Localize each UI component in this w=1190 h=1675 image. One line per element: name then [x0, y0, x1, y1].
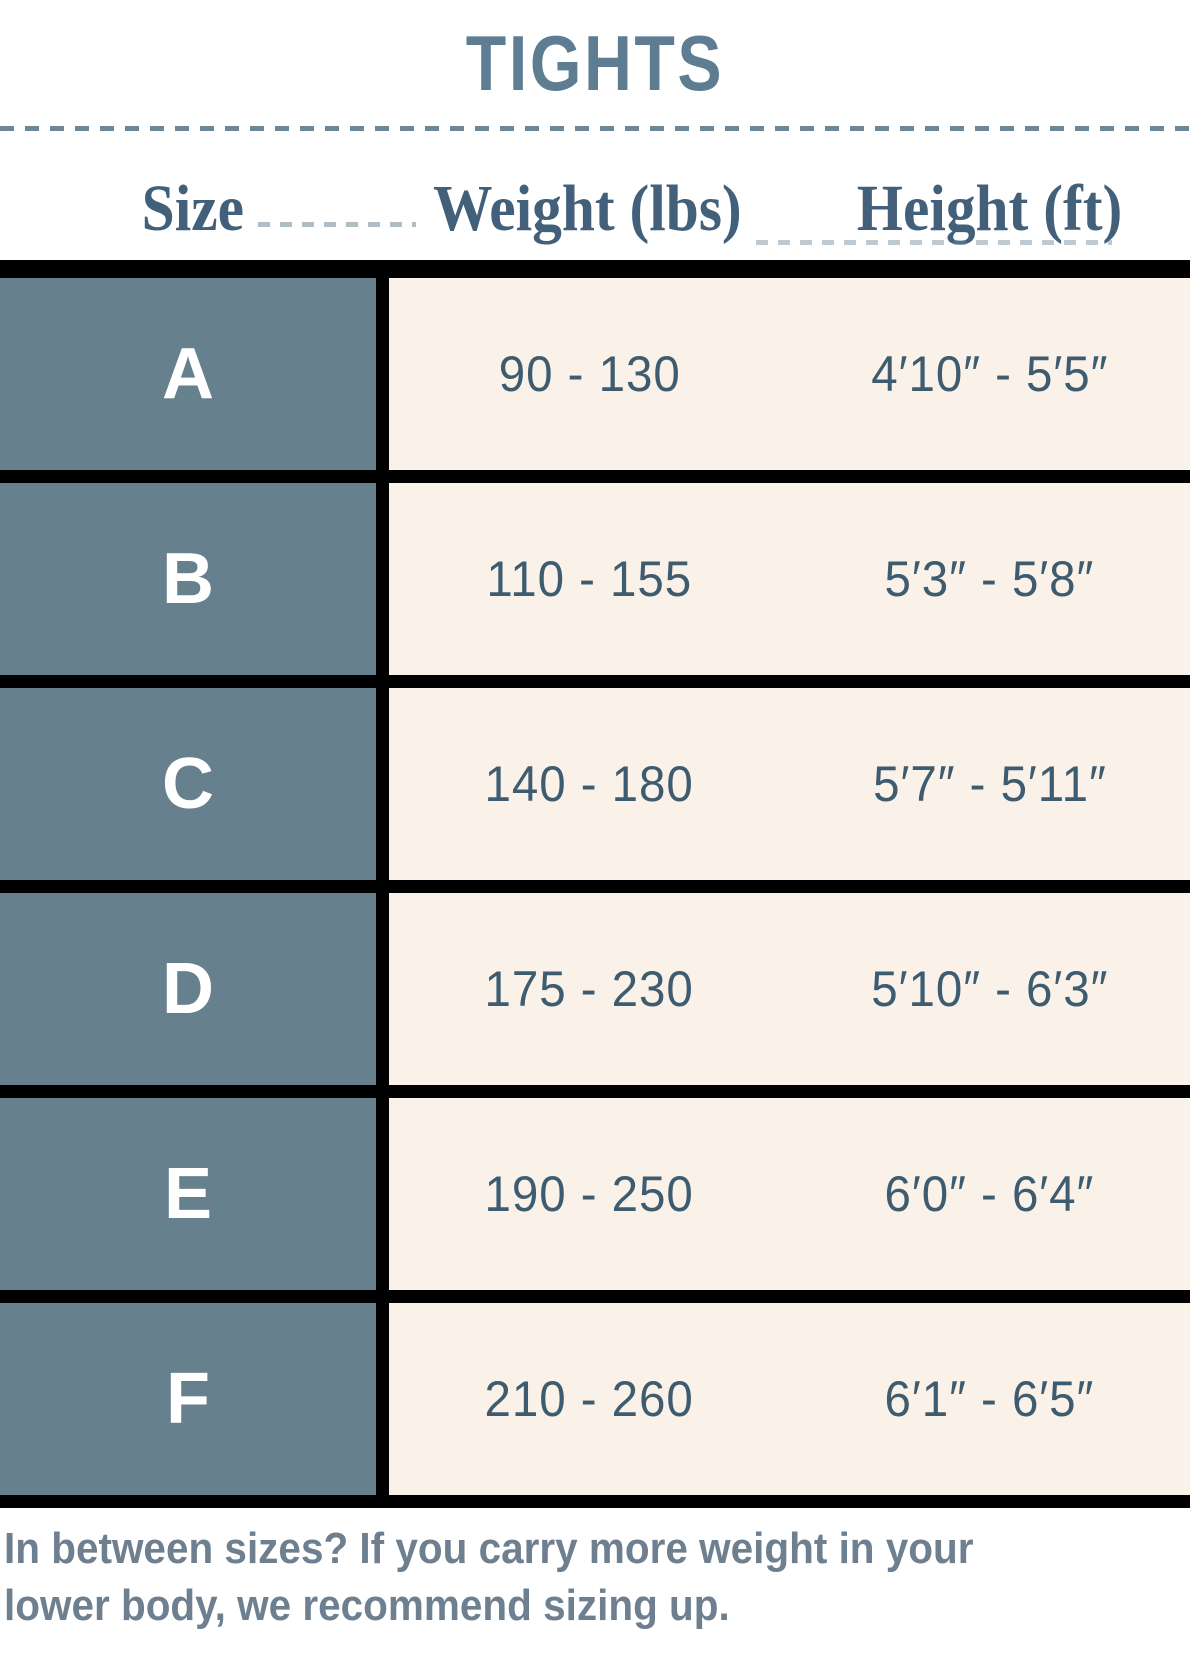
weight-cell: 110 - 155 [389, 483, 790, 675]
size-cell: F [0, 1303, 389, 1495]
weight-cell: 175 - 230 [389, 893, 790, 1085]
size-value: D [162, 949, 214, 1029]
table-row: C 140 - 180 5′7″ - 5′11″ [0, 675, 1190, 880]
weight-cell: 190 - 250 [389, 1098, 790, 1290]
size-cell: D [0, 893, 389, 1085]
weight-value: 90 - 130 [498, 346, 681, 402]
column-header-height-label: Height (ft) [857, 172, 1123, 245]
height-value: 5′10″ - 6′3″ [871, 961, 1109, 1017]
table-row: F 210 - 260 6′1″ - 6′5″ [0, 1290, 1190, 1495]
weight-value: 210 - 260 [484, 1371, 694, 1427]
row-data: 140 - 180 5′7″ - 5′11″ [389, 688, 1190, 880]
column-header-weight: Weight (lbs) [385, 171, 790, 247]
weight-value: 175 - 230 [484, 961, 694, 1017]
size-cell: B [0, 483, 389, 675]
height-value: 5′7″ - 5′11″ [872, 756, 1107, 812]
height-cell: 6′0″ - 6′4″ [790, 1098, 1190, 1290]
row-data: 110 - 155 5′3″ - 5′8″ [389, 483, 1190, 675]
height-cell: 6′1″ - 6′5″ [790, 1303, 1190, 1495]
row-data: 90 - 130 4′10″ - 5′5″ [389, 278, 1190, 470]
height-value: 6′1″ - 6′5″ [884, 1371, 1095, 1427]
weight-value: 110 - 155 [486, 551, 693, 607]
sizing-note-line-1: In between sizes? If you carry more weig… [4, 1524, 974, 1573]
height-value: 4′10″ - 5′5″ [871, 346, 1109, 402]
column-header-weight-label: Weight (lbs) [433, 172, 742, 245]
table-row: B 110 - 155 5′3″ - 5′8″ [0, 470, 1190, 675]
dash-artifact [258, 222, 416, 227]
weight-cell: 90 - 130 [389, 278, 790, 470]
weight-cell: 140 - 180 [389, 688, 790, 880]
table-row: A 90 - 130 4′10″ - 5′5″ [0, 278, 1190, 470]
height-cell: 5′10″ - 6′3″ [790, 893, 1190, 1085]
column-header-size-label: Size [141, 172, 244, 245]
weight-cell: 210 - 260 [389, 1303, 790, 1495]
column-header-size: Size [0, 171, 385, 247]
table-row: E 190 - 250 6′0″ - 6′4″ [0, 1085, 1190, 1290]
row-data: 190 - 250 6′0″ - 6′4″ [389, 1098, 1190, 1290]
size-value: F [166, 1359, 210, 1439]
page-title: TIGHTS [465, 19, 725, 107]
height-cell: 4′10″ - 5′5″ [790, 278, 1190, 470]
table-row: D 175 - 230 5′10″ - 6′3″ [0, 880, 1190, 1085]
sizing-note: In between sizes? If you carry more weig… [4, 1520, 1099, 1634]
dash-artifact [756, 240, 1112, 245]
size-value: A [162, 334, 214, 414]
weight-value: 190 - 250 [484, 1166, 694, 1222]
column-header-height: Height (ft) [790, 171, 1190, 247]
sizing-note-line-2: lower body, we recommend sizing up. [4, 1581, 730, 1630]
size-table: A 90 - 130 4′10″ - 5′5″ B 110 - 155 5′3″… [0, 260, 1190, 1508]
height-cell: 5′3″ - 5′8″ [790, 483, 1190, 675]
height-value: 5′3″ - 5′8″ [884, 551, 1095, 607]
size-cell: E [0, 1098, 389, 1290]
row-data: 210 - 260 6′1″ - 6′5″ [389, 1303, 1190, 1495]
table-header-row: Size Weight (lbs) Height (ft) [0, 166, 1190, 252]
height-cell: 5′7″ - 5′11″ [790, 688, 1190, 880]
size-value: E [163, 1154, 213, 1234]
size-value: C [162, 744, 214, 824]
size-value: B [162, 539, 214, 619]
size-cell: A [0, 278, 389, 470]
dashed-divider [0, 126, 1190, 131]
row-data: 175 - 230 5′10″ - 6′3″ [389, 893, 1190, 1085]
weight-value: 140 - 180 [484, 756, 694, 812]
size-cell: C [0, 688, 389, 880]
height-value: 6′0″ - 6′4″ [884, 1166, 1095, 1222]
